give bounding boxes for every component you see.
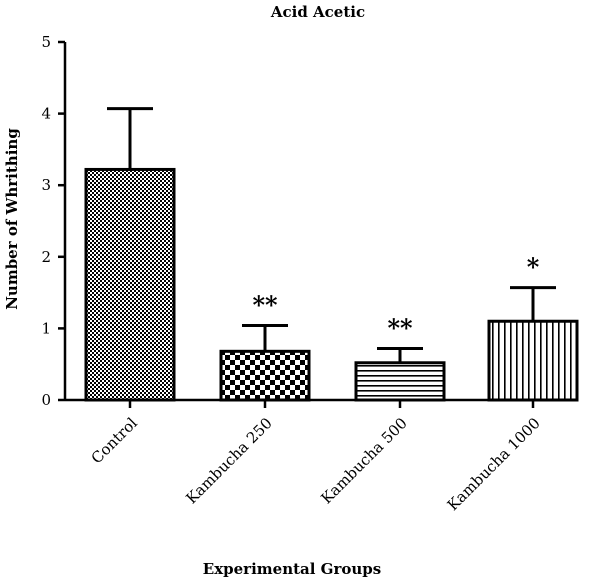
y-tick-label: 5 bbox=[41, 33, 51, 51]
significance-marker: ** bbox=[387, 313, 413, 342]
bar bbox=[487, 319, 579, 402]
significance-marker: * bbox=[527, 253, 540, 282]
category-label: Kambucha 1000 bbox=[444, 414, 544, 514]
chart-title: Acid Acetic bbox=[270, 3, 365, 21]
bar bbox=[219, 349, 311, 402]
bar bbox=[354, 361, 446, 402]
y-tick-label: 3 bbox=[41, 176, 51, 194]
y-tick-label: 0 bbox=[41, 391, 51, 409]
x-axis-label: Experimental Groups bbox=[203, 560, 381, 578]
category-label: Kambucha 250 bbox=[182, 414, 275, 507]
y-axis-label: Number of Whrithing bbox=[3, 128, 21, 310]
significance-marker: ** bbox=[252, 291, 278, 320]
category-labels: Control Kambucha 250 Kambucha 500 Kambucha … bbox=[88, 414, 544, 514]
y-tick-label: 4 bbox=[41, 105, 51, 123]
bar bbox=[84, 167, 176, 402]
category-label: Control bbox=[88, 414, 141, 467]
y-tick-label: 1 bbox=[41, 319, 51, 337]
y-axis-ticks: 0 1 2 3 4 5 bbox=[41, 33, 65, 409]
y-tick-label: 2 bbox=[41, 248, 51, 266]
bars: ***** bbox=[84, 107, 579, 408]
category-label: Kambucha 500 bbox=[317, 414, 410, 507]
